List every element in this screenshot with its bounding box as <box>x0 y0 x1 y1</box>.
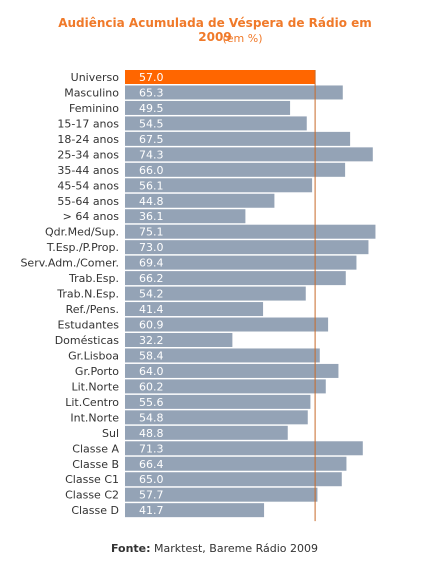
category-label-trab-esp: Trab.Esp. <box>68 272 119 285</box>
category-label-classe-c2: Classe C2 <box>65 489 119 502</box>
bar-45-54-anos <box>125 178 313 193</box>
category-label-feminino: Feminino <box>69 102 119 115</box>
category-label-classe-a: Classe A <box>72 442 119 455</box>
category-label-t-esp-p-prop: T.Esp./P.Prop. <box>46 241 119 254</box>
category-label-lit-norte: Lit.Norte <box>71 380 119 393</box>
bar-universo <box>125 70 316 84</box>
category-label-int-norte: Int.Norte <box>70 411 119 424</box>
value-label-classe-b: 66.4 <box>139 458 164 471</box>
category-label-estudantes: Estudantes <box>58 319 120 332</box>
value-label-classe-c2: 57.7 <box>139 489 164 502</box>
value-label-classe-c1: 65.0 <box>139 473 164 486</box>
value-label-int-norte: 54.8 <box>139 411 164 424</box>
value-label-sul: 48.8 <box>139 427 164 440</box>
chart-subtitle: (em %) <box>0 32 429 45</box>
bar-lit-norte <box>125 379 326 394</box>
value-label-dom-sticas: 32.2 <box>139 334 164 347</box>
category-label-18-24-anos: 18-24 anos <box>57 133 119 146</box>
bar-t-esp-p-prop <box>125 240 369 255</box>
bar-qdr-med-sup <box>125 224 376 239</box>
value-label-45-54-anos: 56.1 <box>139 179 164 192</box>
bar-classe-b <box>125 456 347 471</box>
value-label-18-24-anos: 67.5 <box>139 133 164 146</box>
category-label-15-17-anos: 15-17 anos <box>57 117 119 130</box>
value-label-masculino: 65.3 <box>139 86 164 99</box>
bar-dom-sticas <box>125 332 233 347</box>
value-label-gr-lisboa: 58.4 <box>139 349 164 362</box>
category-label-gr-porto: Gr.Porto <box>75 365 119 378</box>
category-label-masculino: Masculino <box>64 86 119 99</box>
bar-masculino <box>125 85 343 100</box>
bar-sul <box>125 425 288 440</box>
value-label-serv-adm-comer: 69.4 <box>139 257 164 270</box>
category-label-64-anos: > 64 anos <box>63 210 120 223</box>
chart-subtitle-text: (em %) <box>222 32 263 45</box>
category-label-trab-n-esp: Trab.N.Esp. <box>56 288 119 301</box>
value-label-classe-a: 71.3 <box>139 442 164 455</box>
value-label-64-anos: 36.1 <box>139 210 164 223</box>
bar-int-norte <box>125 410 308 425</box>
category-label-classe-b: Classe B <box>72 458 119 471</box>
category-label-25-34-anos: 25-34 anos <box>57 148 119 161</box>
value-label-classe-d: 41.7 <box>139 504 164 517</box>
bar-15-17-anos <box>125 116 307 131</box>
bar-55-64-anos <box>125 193 275 208</box>
bar-gr-lisboa <box>125 348 320 363</box>
source-label: Fonte: <box>110 542 151 555</box>
category-label-classe-c1: Classe C1 <box>65 473 119 486</box>
value-label-lit-norte: 60.2 <box>139 380 164 393</box>
category-label-classe-d: Classe D <box>71 504 119 517</box>
bar-25-34-anos <box>125 147 373 162</box>
bar-classe-c2 <box>125 487 318 502</box>
value-label-15-17-anos: 54.5 <box>139 117 164 130</box>
bar-chart: Universo 57.0 Masculino 65.3 Feminino 49.5 15-… <box>20 70 376 522</box>
value-label-universo: 57.0 <box>139 71 164 84</box>
bar-18-24-anos <box>125 131 351 146</box>
category-label-ref-pens: Ref./Pens. <box>66 303 119 316</box>
bar-feminino <box>125 100 291 115</box>
category-label-lit-centro: Lit.Centro <box>65 396 119 409</box>
source-note: Fonte: Marktest, Bareme Rádio 2009 <box>0 542 429 555</box>
value-label-trab-n-esp: 54.2 <box>139 288 164 301</box>
bar-classe-d <box>125 503 265 518</box>
bar-gr-porto <box>125 363 339 378</box>
chart-title: Audiência Acumulada de Véspera de Rádio … <box>58 16 372 44</box>
value-label-gr-porto: 64.0 <box>139 365 164 378</box>
value-label-ref-pens: 41.4 <box>139 303 164 316</box>
bar-35-44-anos <box>125 162 346 177</box>
bar-trab-esp <box>125 271 346 286</box>
category-label-universo: Universo <box>71 71 120 84</box>
category-label-45-54-anos: 45-54 anos <box>57 179 119 192</box>
value-label-trab-esp: 66.2 <box>139 272 164 285</box>
value-label-t-esp-p-prop: 73.0 <box>139 241 164 254</box>
value-label-estudantes: 60.9 <box>139 319 164 332</box>
value-label-55-64-anos: 44.8 <box>139 195 164 208</box>
bar-estudantes <box>125 317 329 332</box>
bar-64-anos <box>125 209 246 224</box>
bar-serv-adm-comer <box>125 255 357 270</box>
bar-ref-pens <box>125 302 264 317</box>
bar-classe-c1 <box>125 472 342 487</box>
category-label-35-44-anos: 35-44 anos <box>57 164 119 177</box>
bar-trab-n-esp <box>125 286 306 301</box>
value-label-lit-centro: 55.6 <box>139 396 164 409</box>
category-label-sul: Sul <box>102 427 119 440</box>
category-label-55-64-anos: 55-64 anos <box>57 195 119 208</box>
category-label-dom-sticas: Domésticas <box>55 334 120 347</box>
source-text: Marktest, Bareme Rádio 2009 <box>154 542 319 555</box>
value-label-35-44-anos: 66.0 <box>139 164 164 177</box>
bar-classe-a <box>125 441 363 456</box>
value-label-25-34-anos: 74.3 <box>139 148 164 161</box>
category-label-serv-adm-comer: Serv.Adm./Comer. <box>20 257 119 270</box>
category-label-gr-lisboa: Gr.Lisboa <box>68 349 119 362</box>
category-label-qdr-med-sup: Qdr.Med/Sup. <box>45 226 119 239</box>
bar-lit-centro <box>125 394 311 409</box>
value-label-feminino: 49.5 <box>139 102 164 115</box>
value-label-qdr-med-sup: 75.1 <box>139 226 164 239</box>
